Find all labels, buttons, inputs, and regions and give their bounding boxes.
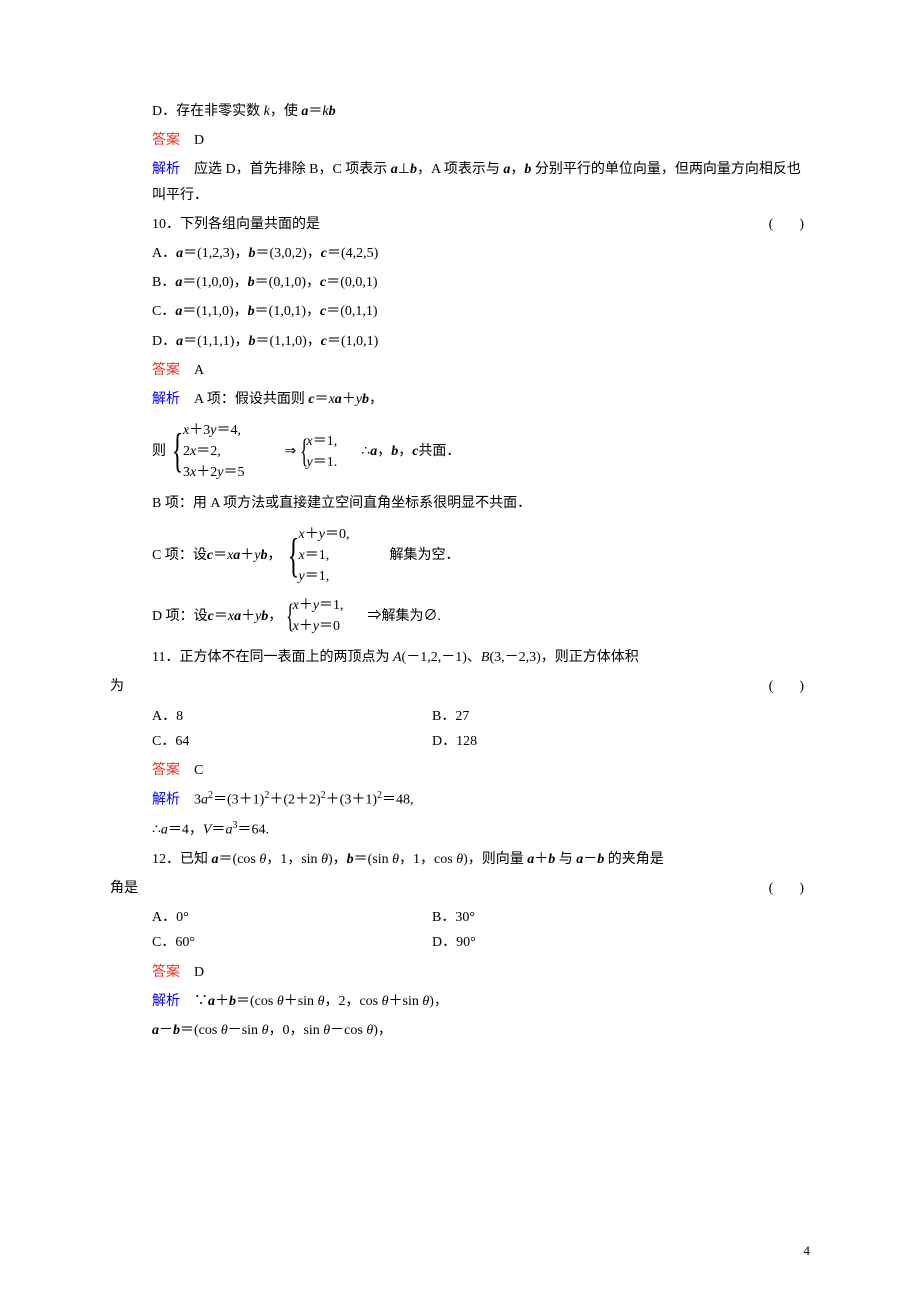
q11-options-row1: A．8 B．27 bbox=[110, 704, 810, 729]
q10-analysis-a: 解析 A 项：假设共面则 c＝xa＋yb， bbox=[110, 387, 810, 412]
q12-stem-line2: 角是( ) bbox=[110, 876, 810, 901]
q10-analysis-d: D 项：设 c＝xa＋yb， { x＋y＝1, x＋y＝0 ⇒解集为∅. bbox=[110, 595, 810, 637]
page-number: 4 bbox=[804, 1239, 811, 1262]
q10-stem: 10．下列各组向量共面的是 ( ) bbox=[110, 212, 810, 237]
q10-option-b: B．a＝(1,0,0)，b＝(0,1,0)，c＝(0,0,1) bbox=[110, 270, 810, 295]
q9-option-d: D．存在非零实数 k，使 a＝kb bbox=[110, 99, 810, 124]
q11-options-row2: C．64 D．128 bbox=[110, 729, 810, 754]
q12-answer: 答案 D bbox=[110, 960, 810, 985]
q12-options-row1: A．0° B．30° bbox=[110, 905, 810, 930]
q10-analysis-b: B 项：用 A 项方法或直接建立空间直角坐标系很明显不共面． bbox=[110, 491, 810, 516]
q12-stem: 12．已知 a＝(cos θ，1，sin θ)，b＝(sin θ，1，cos θ… bbox=[110, 847, 810, 872]
q11-stem: 11．正方体不在同一表面上的两顶点为 A(－1,2,－1)、B(3,－2,3)，… bbox=[110, 645, 810, 670]
q11-stem-line2: 为 ( ) bbox=[110, 674, 810, 699]
q10-option-d: D．a＝(1,1,1)，b＝(1,1,0)，c＝(1,0,1) bbox=[110, 329, 810, 354]
q10-analysis-c: C 项：设 c＝xa＋yb， { x＋y＝0, x＝1, y＝1, 解集为空． bbox=[110, 524, 810, 587]
q12-analysis-2: a－b＝(cos θ－sin θ，0，sin θ－cos θ)， bbox=[110, 1018, 810, 1043]
q10-system-a: 则 { x＋3y＝4, 2x＝2, 3x＋2y＝5 ⇒ { x＝1, y＝1. … bbox=[110, 420, 810, 483]
q9-analysis: 解析 应选 D，首先排除 B，C 项表示 a⊥b，A 项表示与 a，b 分别平行… bbox=[110, 157, 810, 207]
q12-analysis-1: 解析 ∵a＋b＝(cos θ＋sin θ，2，cos θ＋sin θ)， bbox=[110, 989, 810, 1014]
q10-option-c: C．a＝(1,1,0)，b＝(1,0,1)，c＝(0,1,1) bbox=[110, 299, 810, 324]
q9-answer: 答案 D bbox=[110, 128, 810, 153]
q12-options-row2: C．60° D．90° bbox=[110, 930, 810, 955]
q10-option-a: A．a＝(1,2,3)，b＝(3,0,2)，c＝(4,2,5) bbox=[110, 241, 810, 266]
document-page: D．存在非零实数 k，使 a＝kb 答案 D 解析 应选 D，首先排除 B，C … bbox=[0, 0, 920, 1302]
q11-answer: 答案 C bbox=[110, 758, 810, 783]
q10-answer: 答案 A bbox=[110, 358, 810, 383]
q11-analysis-2: ∴a＝4，V＝a3＝64. bbox=[110, 817, 810, 843]
q11-analysis: 解析 3a2＝(3＋1)2＋(2＋2)2＋(3＋1)2＝48, bbox=[110, 787, 810, 813]
